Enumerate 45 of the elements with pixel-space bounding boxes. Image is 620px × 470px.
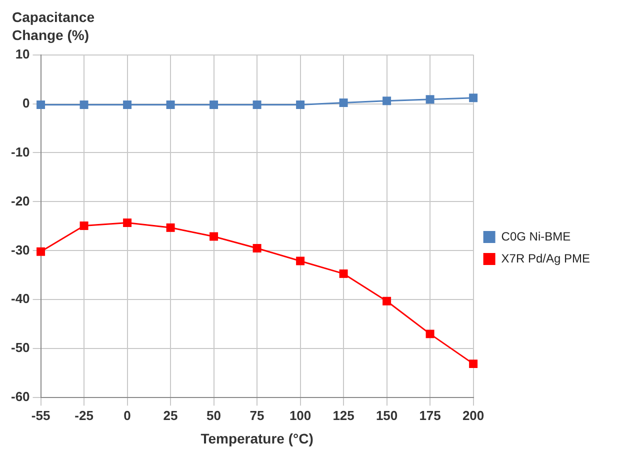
x-axis-title: Temperature (°C) — [200, 430, 314, 446]
point — [80, 221, 88, 230]
point — [166, 223, 175, 232]
y-tick-label: 0 — [22, 95, 30, 110]
y-tick-label: 10 — [15, 46, 30, 62]
x-tick-label: 75 — [250, 408, 264, 423]
point — [36, 100, 46, 109]
legend-label: X7R Pd/Ag PME — [501, 251, 590, 266]
x-tick-label: 125 — [332, 408, 354, 423]
x-tick-label: -25 — [74, 408, 94, 423]
y-tick-label: -40 — [10, 291, 30, 306]
point — [296, 100, 305, 109]
point — [210, 232, 218, 241]
x-tick-label: 175 — [419, 408, 441, 423]
x-tick-label: 150 — [376, 408, 398, 423]
y-tick-label: -20 — [10, 193, 30, 208]
point — [426, 330, 434, 338]
point — [123, 100, 132, 109]
point — [382, 96, 392, 106]
point — [252, 244, 262, 252]
x-tick-label: 0 — [124, 408, 131, 423]
point — [426, 95, 434, 104]
y-tick-label: -30 — [10, 242, 30, 258]
y-tick-label: -10 — [10, 144, 30, 160]
point — [210, 100, 218, 109]
y-axis-title: Capacitance Change (%) — [12, 8, 96, 44]
legend-label: C0G Ni-BME — [501, 229, 571, 244]
point — [123, 218, 132, 228]
x-tick-label: 25 — [163, 408, 178, 423]
x-tick-label: 200 — [462, 408, 484, 423]
point — [36, 247, 46, 256]
point — [80, 100, 88, 109]
point — [469, 360, 478, 368]
point — [252, 100, 262, 109]
point — [339, 269, 348, 278]
y-tick-label: -50 — [10, 340, 30, 356]
x-tick-label: 50 — [206, 408, 222, 423]
y-tick-label: -60 — [10, 389, 30, 404]
point — [382, 296, 392, 306]
point — [296, 256, 305, 266]
x-tick-label: 100 — [289, 408, 312, 423]
x-tick-label: -55 — [31, 408, 50, 423]
point — [469, 94, 478, 102]
point — [166, 100, 175, 109]
point — [339, 98, 348, 108]
